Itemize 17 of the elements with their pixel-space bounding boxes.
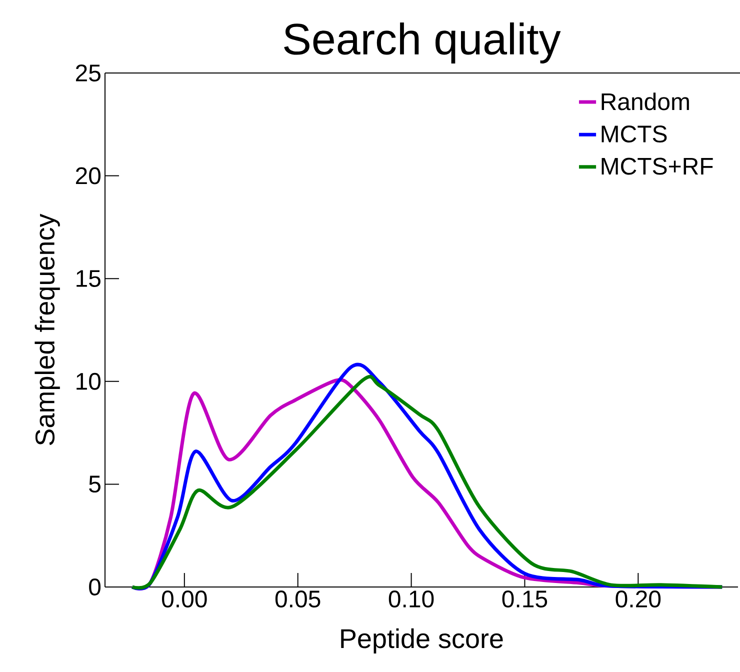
y-tick-label: 15 (76, 270, 100, 287)
y-tick-label: 0 (89, 578, 101, 596)
x-tick-label: 0.05 (275, 590, 320, 608)
x-tick-label: 0.10 (388, 590, 434, 608)
legend-label: MCTS+RF (602, 158, 713, 175)
y-tick-label: 10 (76, 372, 101, 390)
x-tick-label: 0.15 (502, 590, 548, 608)
legend-label: MCTS (602, 126, 667, 142)
x-axis-title: Peptide score (341, 628, 503, 654)
y-axis-title: Sampled frequency (34, 214, 60, 446)
x-tick-label: 0.00 (162, 590, 207, 608)
legend-label: Random (602, 92, 689, 110)
y-tick-label: 25 (76, 64, 100, 82)
x-tick-label: 0.20 (616, 590, 661, 608)
y-tick-label: 20 (76, 167, 101, 184)
y-tick-label: 5 (89, 476, 100, 493)
chart-title: Search quality (284, 22, 561, 64)
